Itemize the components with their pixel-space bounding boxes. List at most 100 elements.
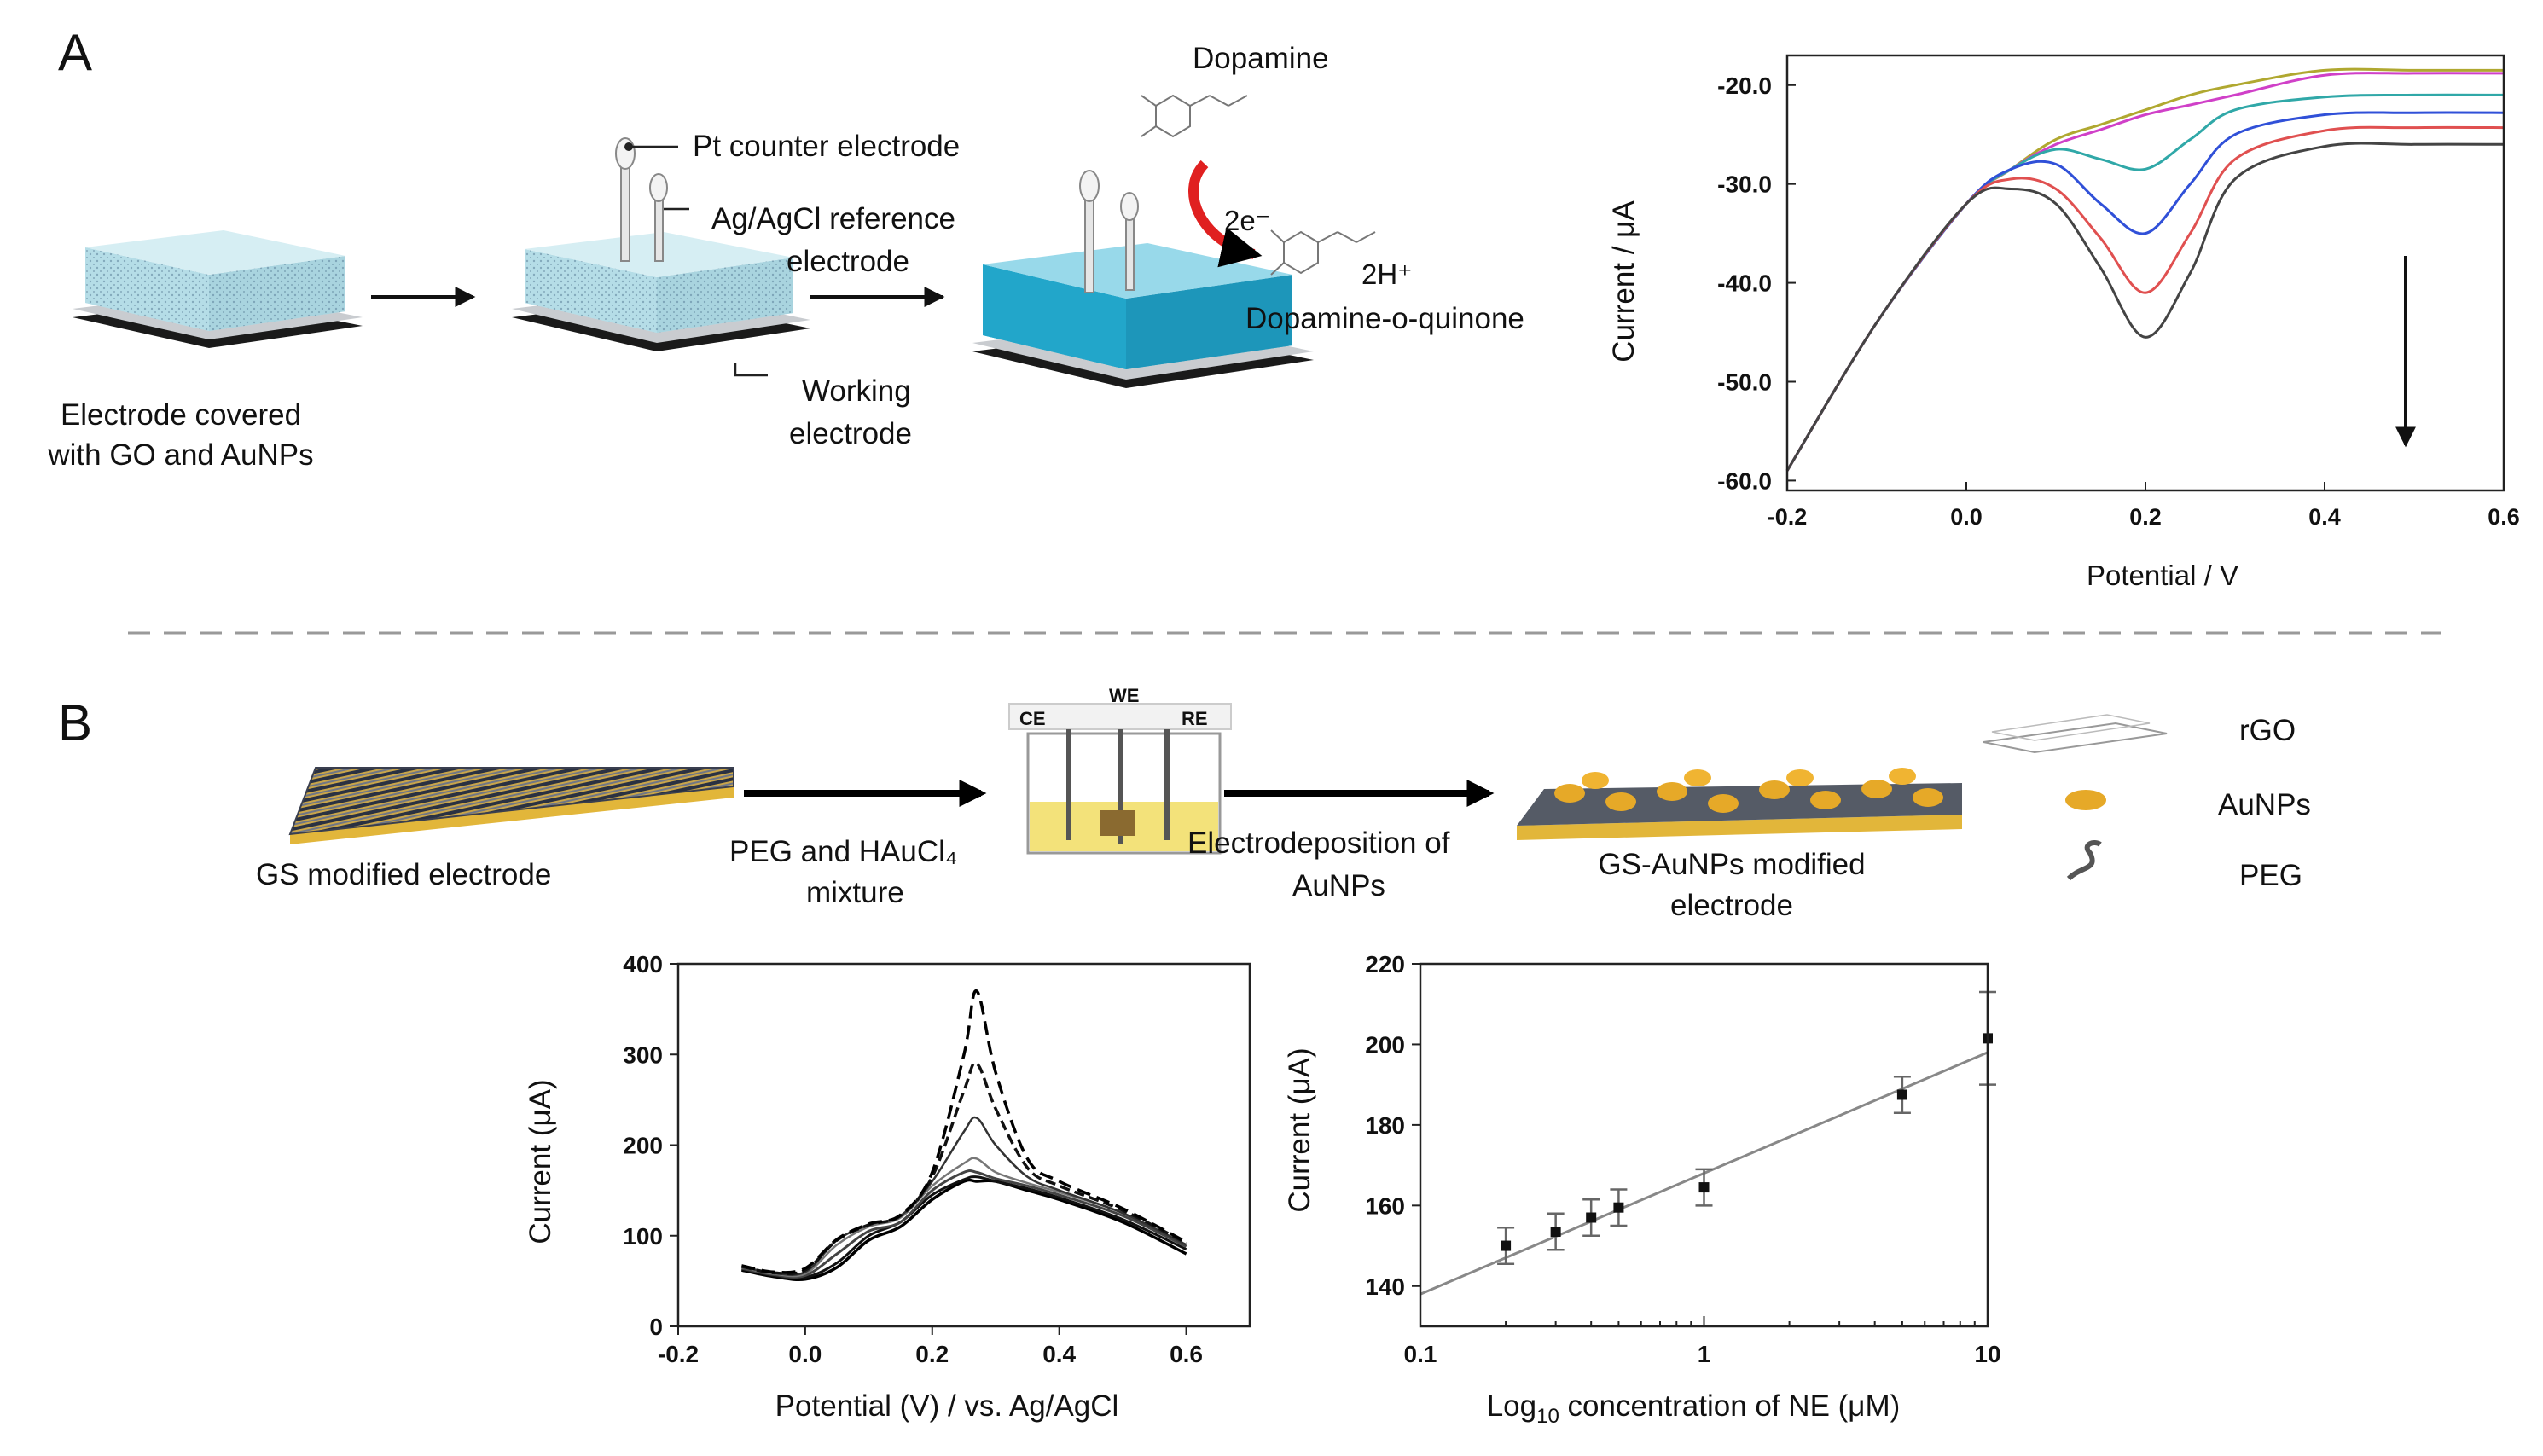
chart-b-xtick-label: 0.6	[1170, 1341, 1203, 1367]
chart-c-ytick-label: 160	[1365, 1192, 1405, 1219]
chart-a-series-c0	[1785, 67, 2504, 472]
electrodeposition-caption-2: AuNPs	[1292, 869, 1385, 902]
chart-a-ytick-label: -20.0	[1717, 73, 1772, 99]
protons-label: 2H⁺	[1361, 258, 1413, 290]
chart-b-series-s5	[741, 1116, 1187, 1276]
chart-b-ylabel: Current (μA)	[524, 1079, 557, 1244]
dopamine-structure	[1141, 94, 1248, 138]
gs-aunps-caption-2: electrode	[1670, 889, 1793, 922]
chart-c-point	[1896, 1089, 1907, 1100]
peg-mixture-caption-1: PEG and HAuCl₄	[729, 835, 957, 868]
chart-a-xtick-label: 0.6	[2488, 504, 2520, 530]
panel-b-dpv-chart: -0.2 0.0 0.2 0.4 0.6 0 100 200 300 400 Potential …	[524, 951, 1251, 1423]
chart-a-xtick-label: 0.4	[2308, 504, 2341, 530]
chart-c-point	[1550, 1227, 1561, 1238]
chart-b-series-s4	[741, 1157, 1187, 1278]
chart-b-series-s6	[741, 1061, 1187, 1276]
chart-a-xtick-label: 0.2	[2129, 504, 2162, 530]
chart-c-ytick-label: 220	[1365, 951, 1405, 977]
chart-b-ytick-label: 200	[623, 1133, 663, 1159]
chart-c-point	[1698, 1182, 1710, 1193]
legend-peg: PEG	[2239, 859, 2302, 892]
product-label: Dopamine-o-quinone	[1245, 302, 1524, 335]
chart-a-series-c4	[1785, 125, 2505, 472]
electrode-in-dopamine-solution-illustration	[972, 170, 1314, 388]
gs-aunps-electrode-illustration	[1517, 768, 1962, 840]
gs-aunps-caption-1: GS-AuNPs modified	[1598, 848, 1865, 881]
chart-b-ytick-label: 400	[623, 951, 663, 977]
reference-electrode-label-2: electrode	[787, 245, 909, 278]
chart-a-xtick-label: 0.0	[1950, 504, 1983, 530]
chart-c-frame	[1419, 962, 1989, 1328]
chart-b-ytick-label: 0	[649, 1314, 663, 1340]
chart-c-point	[1613, 1202, 1624, 1213]
step1-caption-line1: Electrode covered	[61, 398, 301, 432]
counter-leader-dot	[624, 142, 633, 151]
chart-a-series-c2	[1785, 93, 2505, 472]
peg-mixture-caption-2: mixture	[806, 876, 904, 909]
panel-b-label: B	[58, 694, 92, 751]
chart-a-xlabel: Potential / V	[2087, 560, 2238, 591]
chart-b-series-s1	[741, 1178, 1187, 1282]
chart-c-xtick-label: 0.1	[1404, 1341, 1437, 1367]
chart-a-ytick-label: -30.0	[1717, 171, 1772, 198]
chart-b-xtick-label: -0.2	[658, 1341, 699, 1367]
gs-electrode-caption: GS modified electrode	[256, 858, 551, 891]
step1-caption-line2: with GO and AuNPs	[47, 438, 313, 472]
redox-arrow	[1188, 160, 1263, 268]
chart-c-xtick-label: 10	[1974, 1341, 2000, 1367]
chart-a-ylabel: Current / μA	[1607, 200, 1640, 363]
rgo-legend-swatch	[1983, 714, 2168, 754]
chart-a-series-c1	[1785, 72, 2505, 472]
cell-we-label: WE	[1109, 685, 1139, 706]
three-electrode-setup-illustration	[512, 137, 810, 351]
reference-electrode-label-1: Ag/AgCl reference	[711, 202, 955, 235]
electrodeposition-caption-1: Electrodeposition of	[1187, 827, 1450, 860]
chart-b-ytick-label: 100	[623, 1223, 663, 1250]
working-leader	[734, 363, 768, 377]
gs-electrode-illustration	[288, 767, 734, 844]
chart-c-xlabel-sub: 10	[1536, 1405, 1559, 1428]
chart-a-xtick-label: -0.2	[1768, 504, 1808, 530]
chart-b-series-s3	[741, 1169, 1187, 1279]
chart-c-ytick-label: 200	[1365, 1031, 1405, 1058]
chart-c-ytick-label: 140	[1365, 1273, 1405, 1300]
electrode-gomodified-illustration	[73, 230, 363, 348]
chart-c-xlabel-suffix: concentration of NE (μM)	[1559, 1389, 1900, 1423]
legend-aunps: AuNPs	[2218, 788, 2311, 821]
chart-b-xtick-label: 0.0	[788, 1341, 822, 1367]
chart-a-series-c5	[1785, 142, 2505, 472]
chart-c-point	[1586, 1212, 1597, 1223]
chart-c-xtick-label: 1	[1698, 1341, 1711, 1367]
working-electrode-label-1: Working	[802, 374, 911, 408]
chart-a-ytick-label: -50.0	[1717, 369, 1772, 396]
chart-b-xtick-label: 0.2	[915, 1341, 949, 1367]
chart-c-point	[1501, 1240, 1512, 1251]
electrochemical-cell-illustration	[1008, 703, 1232, 855]
chart-c-ylabel: Current (μA)	[1283, 1047, 1316, 1212]
chart-b-series-s7	[741, 989, 1187, 1274]
chart-c-ytick-label: 180	[1365, 1112, 1405, 1139]
legend-rgo: rGO	[2239, 714, 2296, 747]
counter-electrode-label: Pt counter electrode	[693, 130, 960, 163]
chart-b-ytick-label: 300	[623, 1041, 663, 1068]
chart-a-frame	[1785, 54, 2505, 492]
panel-a-chart: -0.2 0.0 0.2 0.4 0.6 -20.0 -30.0 -40.0 -50.0 -60.…	[1607, 54, 2520, 591]
chart-c-xlabel: Log10 concentration of NE (μM)	[1487, 1389, 1901, 1428]
electrons-label: 2e⁻	[1224, 205, 1270, 236]
aunps-legend-swatch	[2065, 790, 2106, 810]
chart-b-series-s2	[741, 1175, 1187, 1280]
cell-re-label: RE	[1182, 708, 1208, 729]
chart-c-xlabel-prefix: Log	[1487, 1389, 1536, 1423]
working-electrode-label-2: electrode	[789, 417, 912, 450]
quinone-structure	[1270, 229, 1376, 276]
chart-b-xlabel: Potential (V) / vs. Ag/AgCl	[775, 1389, 1119, 1423]
chart-a-ytick-label: -60.0	[1717, 467, 1772, 494]
chart-b-xtick-label: 0.4	[1042, 1341, 1076, 1367]
dopamine-label: Dopamine	[1193, 42, 1329, 75]
panel-a-label: A	[58, 24, 92, 81]
chart-a-ytick-label: -40.0	[1717, 270, 1772, 297]
cell-ce-label: CE	[1019, 708, 1046, 729]
peg-legend-swatch	[2066, 840, 2102, 881]
